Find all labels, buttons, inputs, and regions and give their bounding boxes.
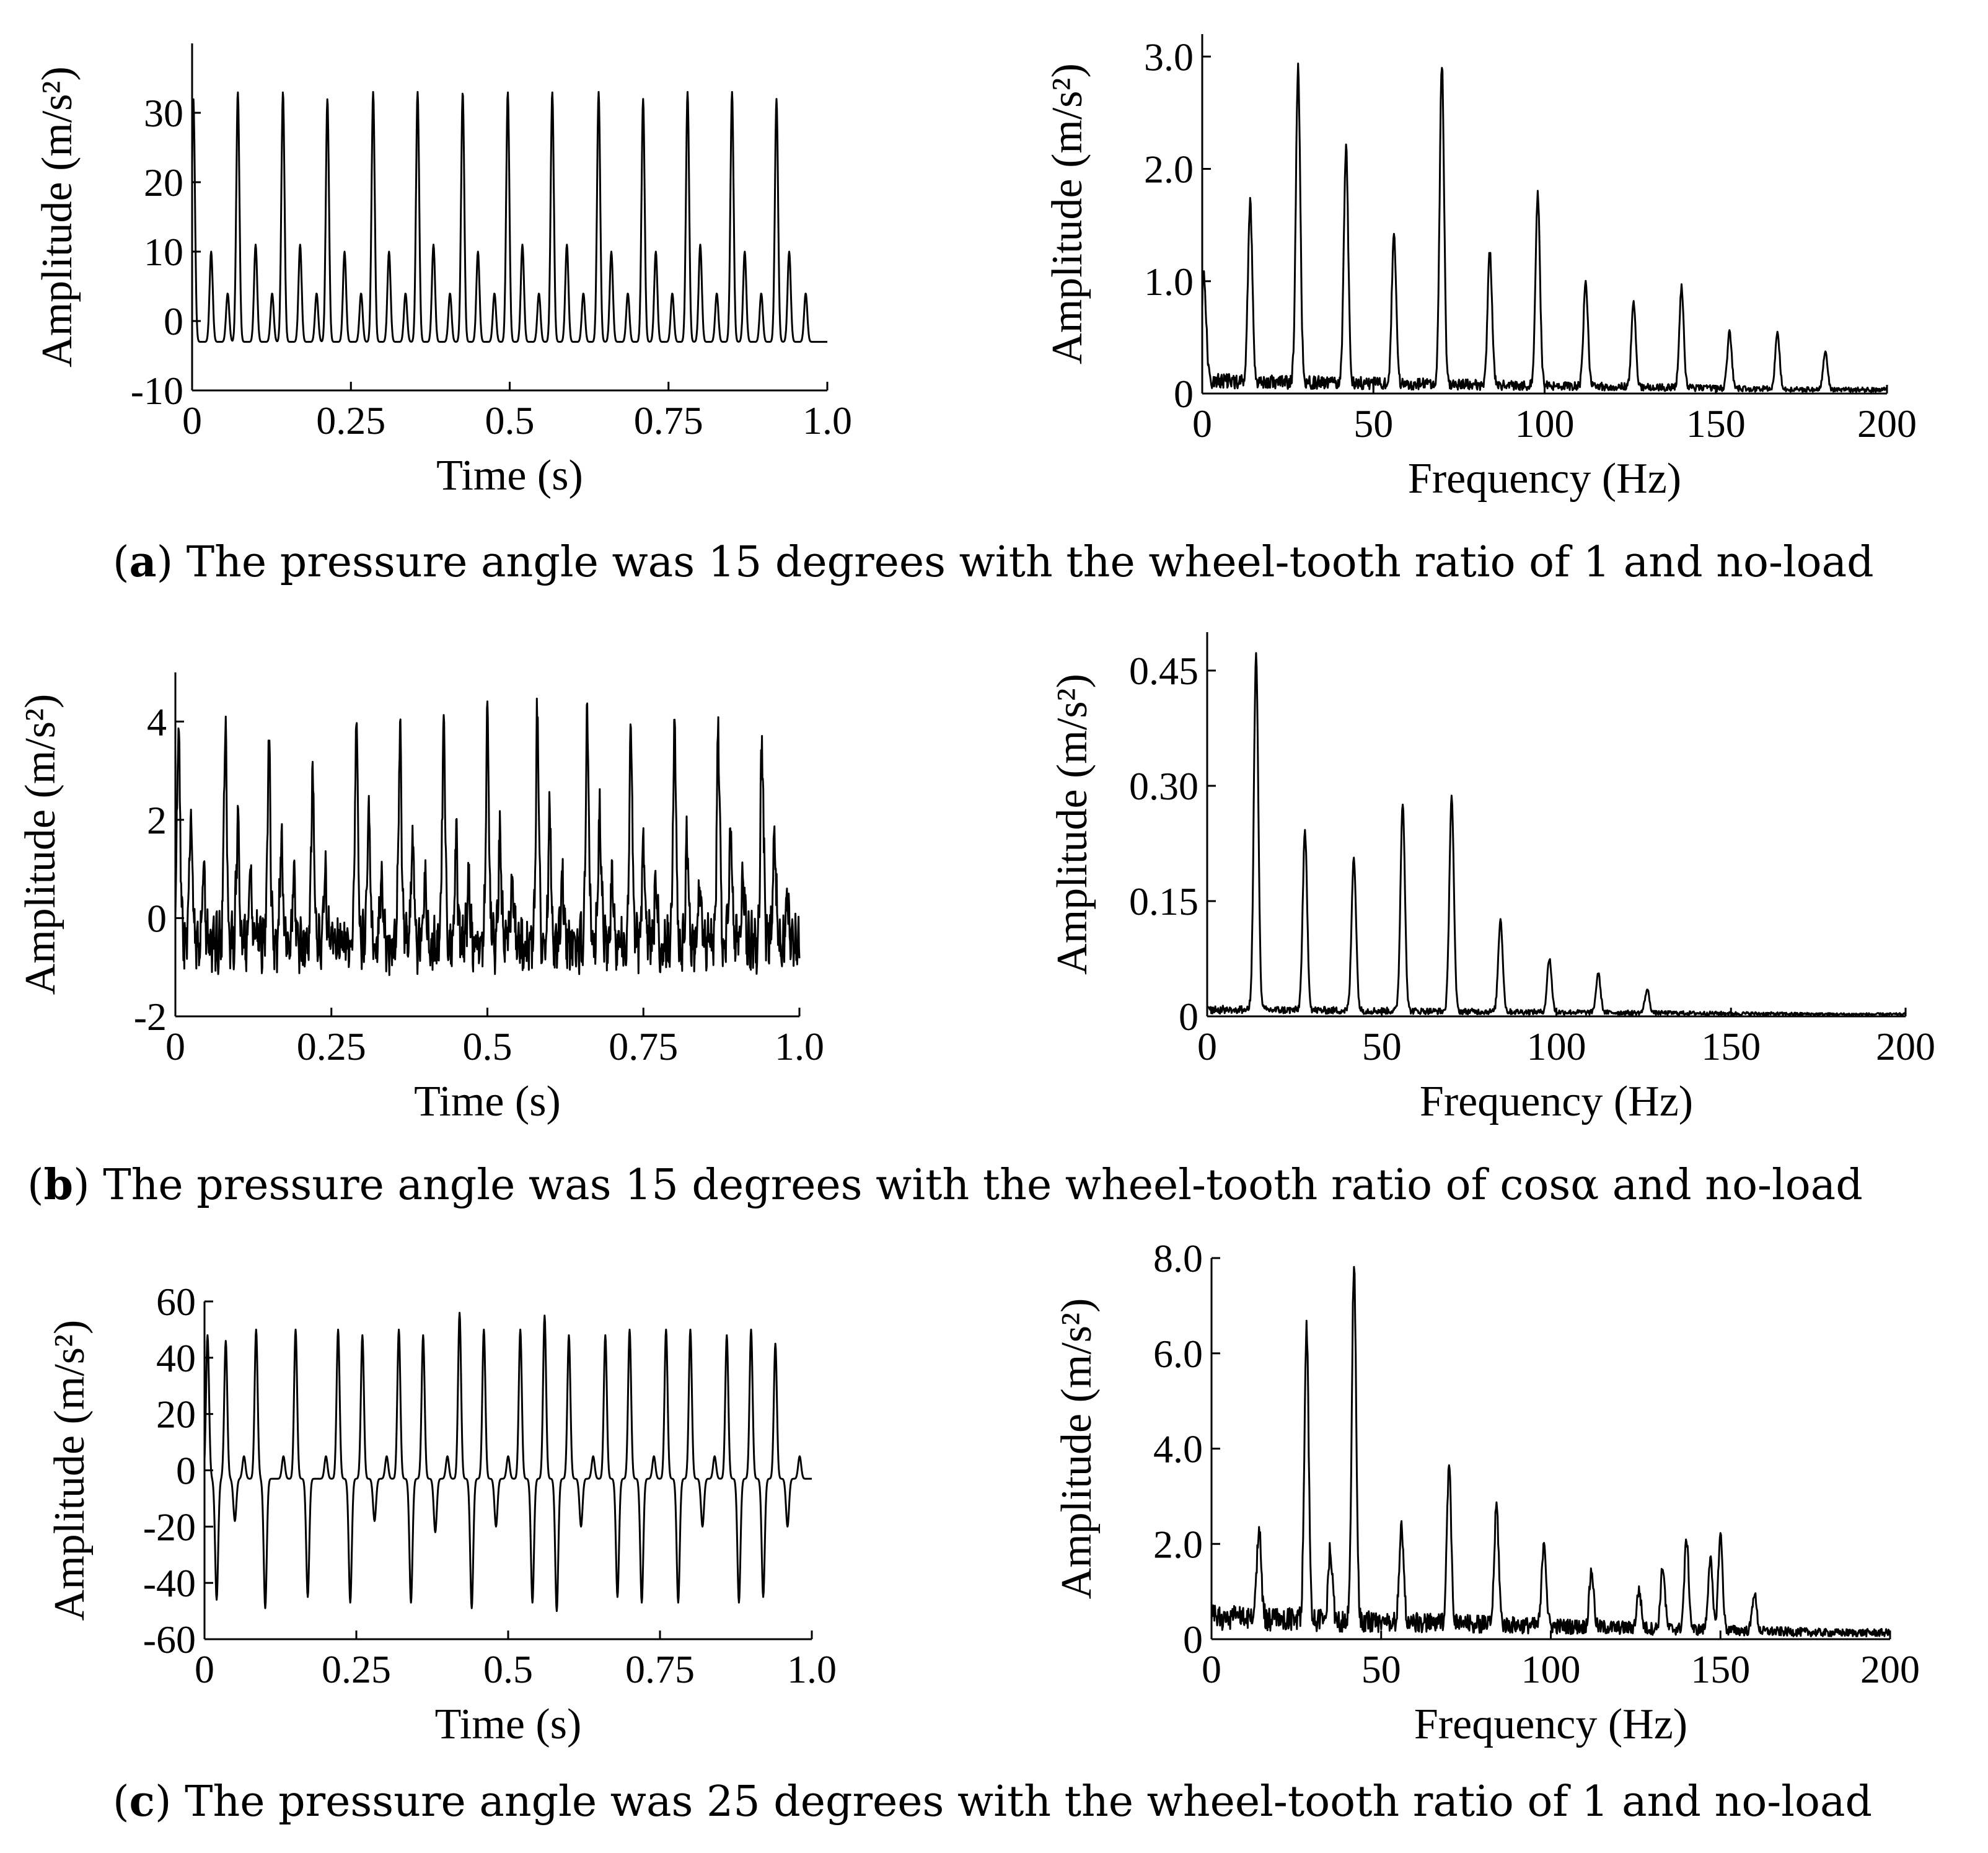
- y-tick-label: 0: [176, 1449, 196, 1493]
- y-tick-label: 20: [144, 161, 183, 205]
- series-line: [1206, 652, 1907, 1017]
- caption-c-text: The pressure angle was 25 degrees with t…: [171, 1777, 1872, 1826]
- y-axis-label: Amplitude (m/s²): [33, 66, 81, 368]
- y-tick-label: 30: [144, 91, 183, 135]
- x-tick-label: 50: [1353, 402, 1393, 446]
- chart-b-freq: 0 50 100 150 200 0 0.15 0.30 0.45 Frequency (Hz) A…: [1049, 632, 1935, 1125]
- caption-b: (b) The pressure angle was 15 degrees wi…: [27, 1160, 1863, 1210]
- y-tick-label: 3.0: [1144, 35, 1194, 79]
- x-tick-label: 1.0: [803, 398, 852, 442]
- caption-a: (a) The pressure angle was 15 degrees wi…: [113, 537, 1874, 587]
- chart-a-freq: 0 50 100 150 200 0 1.0 2.0 3.0 Frequency (Hz) Ampl…: [1044, 34, 1917, 503]
- x-tick-label: 0.5: [463, 1024, 512, 1068]
- x-tick-label: 150: [1691, 1647, 1750, 1691]
- y-tick-label: 40: [156, 1336, 196, 1380]
- x-axis-label: Frequency (Hz): [1414, 1701, 1687, 1748]
- y-axis-label: Amplitude (m/s²): [46, 1320, 94, 1621]
- y-tick-label: 0: [1174, 372, 1194, 416]
- x-tick-label: 0: [165, 1024, 185, 1068]
- y-tick-label: 60: [156, 1280, 196, 1324]
- y-axis-label: Amplitude (m/s²): [1044, 63, 1091, 364]
- x-tick-label: 0: [1192, 402, 1212, 446]
- y-tick-label: 6.0: [1153, 1332, 1203, 1376]
- y-tick-label: 10: [144, 230, 183, 274]
- x-tick-label: 200: [1876, 1024, 1935, 1068]
- y-tick-label: 2: [147, 798, 167, 842]
- y-tick-label: 0: [1179, 995, 1199, 1039]
- x-tick-label: 100: [1521, 1647, 1581, 1691]
- y-tick-label: 0: [147, 896, 167, 940]
- caption-c-label: c: [130, 1777, 155, 1826]
- y-tick-label: -10: [131, 369, 183, 413]
- y-tick-label: -60: [143, 1618, 196, 1662]
- caption-a-label: a: [130, 537, 157, 587]
- series-line: [191, 90, 828, 343]
- x-tick-label: 0: [1202, 1647, 1221, 1691]
- x-tick-label: 100: [1515, 402, 1575, 446]
- chart-c-freq: 0 50 100 150 200 0 2.0 4.0 6.0 8.0 Frequency (Hz) A…: [1053, 1236, 1920, 1748]
- y-tick-label: 8.0: [1153, 1236, 1203, 1280]
- y-tick-label: 0: [164, 299, 183, 343]
- x-tick-label: 0: [1197, 1024, 1217, 1068]
- series-line: [1210, 1265, 1891, 1637]
- series-line: [174, 697, 801, 976]
- y-tick-label: 4.0: [1153, 1427, 1203, 1471]
- y-tick-label: 2.0: [1153, 1522, 1203, 1566]
- x-tick-label: 0.75: [634, 398, 703, 442]
- y-tick-label: 0.15: [1129, 879, 1199, 923]
- y-tick-label: 1.0: [1144, 260, 1194, 304]
- x-tick-label: 0.5: [483, 1647, 533, 1691]
- y-axis-label: Amplitude (m/s²): [17, 694, 64, 995]
- y-tick-label: 0.30: [1129, 764, 1199, 808]
- x-tick-label: 0.25: [297, 1024, 366, 1068]
- y-tick-label: -40: [143, 1561, 196, 1605]
- x-tick-label: 0.75: [625, 1647, 695, 1691]
- y-tick-label: 0.45: [1129, 649, 1199, 693]
- x-tick-label: 0.5: [485, 398, 535, 442]
- x-axis-label: Frequency (Hz): [1420, 1078, 1693, 1125]
- series-line: [203, 1311, 812, 1613]
- x-tick-label: 150: [1701, 1024, 1761, 1068]
- x-tick-label: 50: [1361, 1647, 1401, 1691]
- x-tick-label: 0.25: [316, 398, 385, 442]
- x-tick-label: 0: [195, 1647, 214, 1691]
- x-tick-label: 50: [1362, 1024, 1402, 1068]
- x-tick-label: 0: [182, 398, 202, 442]
- x-axis-label: Time (s): [435, 1701, 582, 1748]
- x-axis-label: Frequency (Hz): [1408, 455, 1681, 503]
- y-tick-label: 2.0: [1144, 147, 1194, 191]
- caption-c: (c) The pressure angle was 25 degrees wi…: [113, 1777, 1872, 1826]
- x-axis-label: Time (s): [436, 452, 583, 500]
- x-tick-label: 0.75: [609, 1024, 678, 1068]
- x-tick-label: 1.0: [787, 1647, 837, 1691]
- y-tick-label: 0: [1183, 1618, 1203, 1662]
- x-tick-label: 0.25: [322, 1647, 391, 1691]
- y-tick-label: 4: [147, 700, 167, 744]
- chart-c-time: 0 0.25 0.5 0.75 1.0 -60 -40 -20 0 20 40 60 Time (s) A…: [46, 1280, 837, 1748]
- x-tick-label: 200: [1860, 1647, 1920, 1691]
- x-axis-label: Time (s): [414, 1078, 561, 1125]
- x-tick-label: 1.0: [775, 1024, 824, 1068]
- x-tick-label: 100: [1527, 1024, 1586, 1068]
- y-tick-label: -2: [134, 995, 167, 1039]
- caption-b-label: b: [44, 1160, 74, 1210]
- x-tick-label: 200: [1857, 402, 1917, 446]
- y-axis-label: Amplitude (m/s²): [1049, 674, 1096, 975]
- y-tick-label: -20: [143, 1505, 196, 1549]
- series-line: [1201, 63, 1888, 393]
- caption-b-text: The pressure angle was 15 degrees with t…: [90, 1161, 1863, 1210]
- y-axis-label: Amplitude (m/s²): [1053, 1298, 1101, 1600]
- caption-a-text: The pressure angle was 15 degrees with t…: [173, 538, 1874, 587]
- x-tick-label: 150: [1686, 402, 1746, 446]
- y-tick-label: 20: [156, 1393, 196, 1437]
